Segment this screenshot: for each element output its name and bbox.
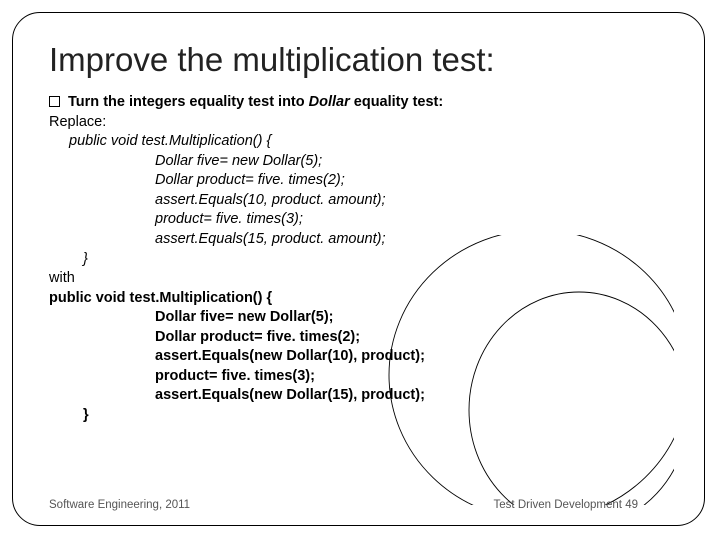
replace-label: Replace: [49, 113, 668, 133]
block1-close: } [49, 250, 668, 270]
block1-l1: Dollar five= new Dollar(5); [49, 152, 668, 172]
with-label: with [49, 269, 668, 289]
footer: Software Engineering, 2011 Test Driven D… [49, 499, 668, 511]
block2-l4: product= five. times(3); [49, 367, 668, 387]
block1-l3: assert.Equals(10, product. amount); [49, 191, 668, 211]
block1-l4: product= five. times(3); [49, 210, 668, 230]
block2-l3: assert.Equals(new Dollar(10), product); [49, 347, 668, 367]
block1-l5: assert.Equals(15, product. amount); [49, 230, 668, 250]
footer-right: Test Driven Development 49 [344, 499, 669, 511]
footer-left: Software Engineering, 2011 [49, 499, 344, 511]
block2-l1: Dollar five= new Dollar(5); [49, 308, 668, 328]
lead-pre: Turn the integers equality test into [68, 94, 309, 110]
lead-bolditalic: Dollar [309, 94, 354, 110]
block1-l2: Dollar product= five. times(2); [49, 171, 668, 191]
block2-sig: public void test.Multiplication() { [49, 289, 668, 309]
block2-close: } [49, 406, 668, 426]
lead-post: equality test: [354, 94, 443, 110]
lead-line: Turn the integers equality test into Dol… [49, 93, 668, 113]
slide-frame: Improve the multiplication test: Turn th… [12, 12, 705, 526]
slide-body: Turn the integers equality test into Dol… [49, 93, 668, 426]
slide-title: Improve the multiplication test: [49, 41, 668, 79]
block2-l5: assert.Equals(new Dollar(15), product); [49, 386, 668, 406]
block2-l2: Dollar product= five. times(2); [49, 328, 668, 348]
block1-sig: public void test.Multiplication() { [49, 132, 668, 152]
checkbox-icon [49, 96, 60, 107]
